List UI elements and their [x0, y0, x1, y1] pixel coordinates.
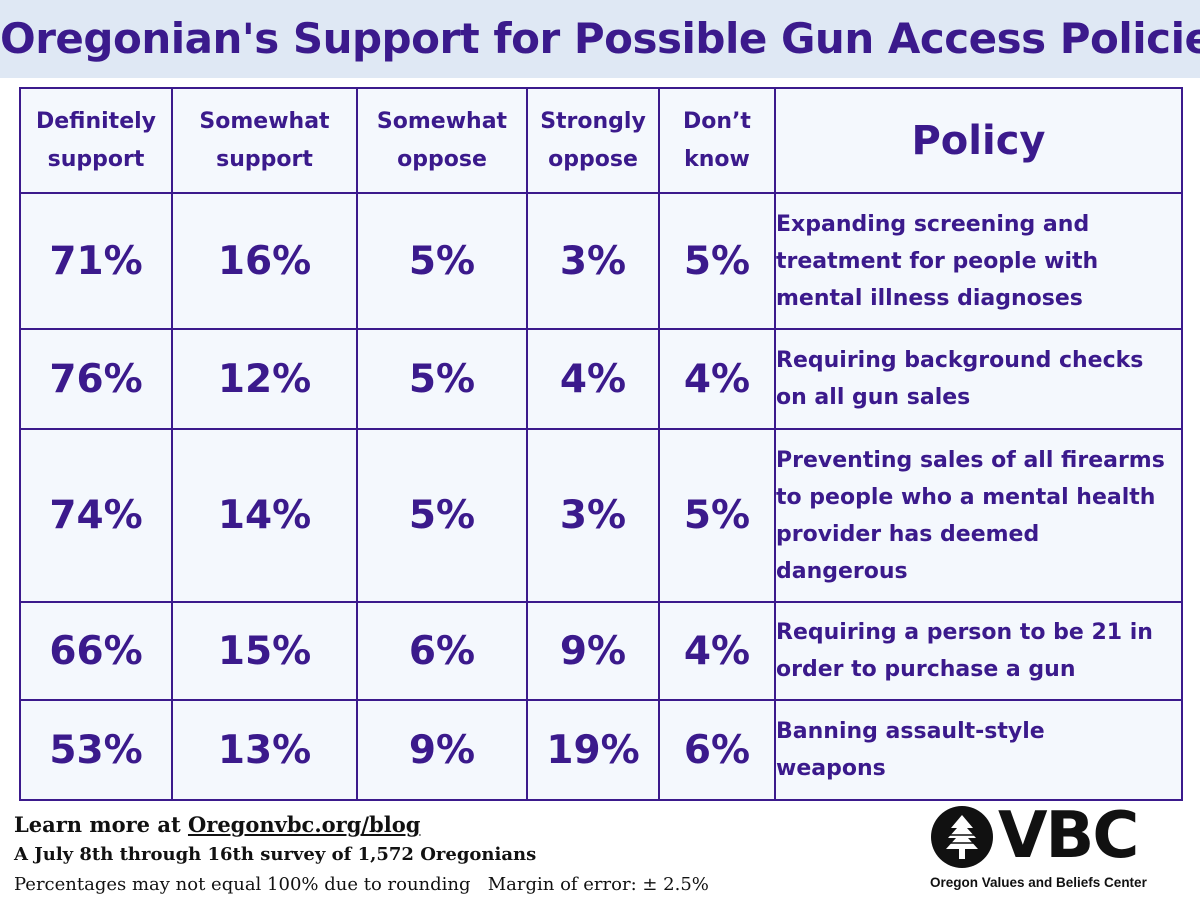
column-header-line: support [216, 146, 313, 172]
percent-cell-strongly-oppose: 19% [526, 699, 660, 801]
footer: Learn more at Oregonvbc.org/blog A July … [14, 810, 914, 900]
tree-in-circle-icon [931, 806, 993, 868]
percent-cell-dont-know: 5% [658, 428, 776, 603]
column-header-dont-know: Don’t know [658, 87, 776, 194]
policy-cell: Preventing sales of all firearms to peopl… [774, 428, 1183, 603]
logo-letters: VBC [998, 799, 1139, 873]
policy-text-line: to people who a mental health [776, 484, 1156, 510]
percent-cell-somewhat-oppose: 9% [356, 699, 528, 801]
policy-cell: Banning assault-style weapons [774, 699, 1183, 801]
percent-cell-definitely-support: 76% [19, 328, 173, 430]
percent-cell-somewhat-oppose: 5% [356, 328, 528, 430]
survey-table: Definitely support Somewhat support Some… [19, 87, 1183, 801]
column-header-line: Strongly [540, 108, 646, 134]
column-header-line: Definitely [35, 108, 156, 134]
table-row: 74% 14% 5% 3% 5% Preventing sales of all fire… [19, 428, 1183, 603]
column-header-line: support [47, 146, 145, 172]
percent-cell-somewhat-support: 14% [171, 428, 358, 603]
policy-text-line: weapons [776, 756, 886, 781]
column-header-line: know [684, 146, 750, 172]
percent-cell-somewhat-support: 12% [171, 328, 358, 430]
percent-cell-somewhat-oppose: 5% [356, 192, 528, 330]
policy-cell: Requiring a person to be 21 in order to p… [774, 601, 1183, 701]
percent-cell-strongly-oppose: 3% [526, 428, 660, 603]
column-header-somewhat-support: Somewhat support [171, 87, 358, 194]
percent-cell-dont-know: 4% [658, 601, 776, 701]
percent-cell-somewhat-oppose: 6% [356, 601, 528, 701]
policy-text-line: Expanding screening and [776, 211, 1090, 237]
percent-cell-somewhat-oppose: 5% [356, 428, 528, 603]
percent-cell-definitely-support: 71% [19, 192, 173, 330]
column-header-policy: Policy [774, 87, 1183, 194]
policy-text-line: provider has deemed [776, 521, 1040, 547]
survey-note: A July 8th through 16th survey of 1,572 … [14, 844, 537, 865]
column-header-line: Somewhat [376, 108, 508, 134]
column-header-line: Somewhat [199, 108, 330, 134]
percent-cell-definitely-support: 74% [19, 428, 173, 603]
margin-of-error-note: Margin of error: ± 2.5% [487, 874, 709, 895]
policy-cell: Expanding screening and treatment for peo… [774, 192, 1183, 330]
column-header-line: oppose [397, 146, 487, 172]
percent-cell-dont-know: 4% [658, 328, 776, 430]
table-body: 71% 16% 5% 3% 5% Expanding screening and treat… [19, 192, 1183, 801]
policy-text-line: Requiring background checks [776, 348, 1144, 373]
learn-more-text: Learn more at [14, 812, 188, 837]
vbc-logo: VBC Oregon Values and Beliefs Center [928, 799, 1193, 897]
policy-cell: Requiring background checks on all gun sa… [774, 328, 1183, 430]
policy-text-line: Requiring a person to be 21 in [776, 620, 1153, 645]
column-header-definitely-support: Definitely support [19, 87, 173, 194]
policy-text-line: on all gun sales [776, 385, 971, 410]
blog-link[interactable]: Oregonvbc.org/blog [187, 812, 421, 837]
column-header-line: Don’t [683, 108, 751, 134]
percent-cell-dont-know: 5% [658, 192, 776, 330]
policy-text-line: Preventing sales of all firearms [776, 447, 1165, 473]
policy-text-line: dangerous [776, 558, 908, 584]
policy-text-line: Banning assault-style [776, 719, 1045, 744]
percent-cell-somewhat-support: 13% [171, 699, 358, 801]
methodology-notes: Percentages may not equal 100% due to ro… [14, 870, 914, 900]
percent-cell-strongly-oppose: 9% [526, 601, 660, 701]
column-header-somewhat-oppose: Somewhat oppose [356, 87, 528, 194]
table-row: 66% 15% 6% 9% 4% Requiring a person to be 21 … [19, 601, 1183, 701]
percent-cell-somewhat-support: 15% [171, 601, 358, 701]
percent-cell-strongly-oppose: 3% [526, 192, 660, 330]
page-title: Oregonian's Support for Possible Gun Acc… [0, 14, 1200, 63]
column-header-strongly-oppose: Strongly oppose [526, 87, 660, 194]
percent-cell-definitely-support: 66% [19, 601, 173, 701]
header-row: Definitely support Somewhat support Some… [19, 87, 1183, 194]
column-header-line: oppose [548, 146, 638, 172]
rounding-note: Percentages may not equal 100% due to ro… [14, 874, 471, 895]
policy-text-line: order to purchase a gun [776, 657, 1076, 682]
table-row: 71% 16% 5% 3% 5% Expanding screening and treat… [19, 192, 1183, 330]
percent-cell-dont-know: 6% [658, 699, 776, 801]
table-row: 76% 12% 5% 4% 4% Requiring background checks o… [19, 328, 1183, 430]
percent-cell-strongly-oppose: 4% [526, 328, 660, 430]
learn-more-line: Learn more at Oregonvbc.org/blog [14, 810, 914, 840]
policy-text-line: treatment for people with [776, 248, 1099, 274]
percent-cell-somewhat-support: 16% [171, 192, 358, 330]
title-band [0, 0, 1200, 78]
percent-cell-definitely-support: 53% [19, 699, 173, 801]
logo-subtitle: Oregon Values and Beliefs Center [930, 875, 1147, 890]
table-row: 53% 13% 9% 19% 6% Banning assault-style weapon… [19, 699, 1183, 801]
policy-text-line: mental illness diagnoses [776, 285, 1083, 311]
